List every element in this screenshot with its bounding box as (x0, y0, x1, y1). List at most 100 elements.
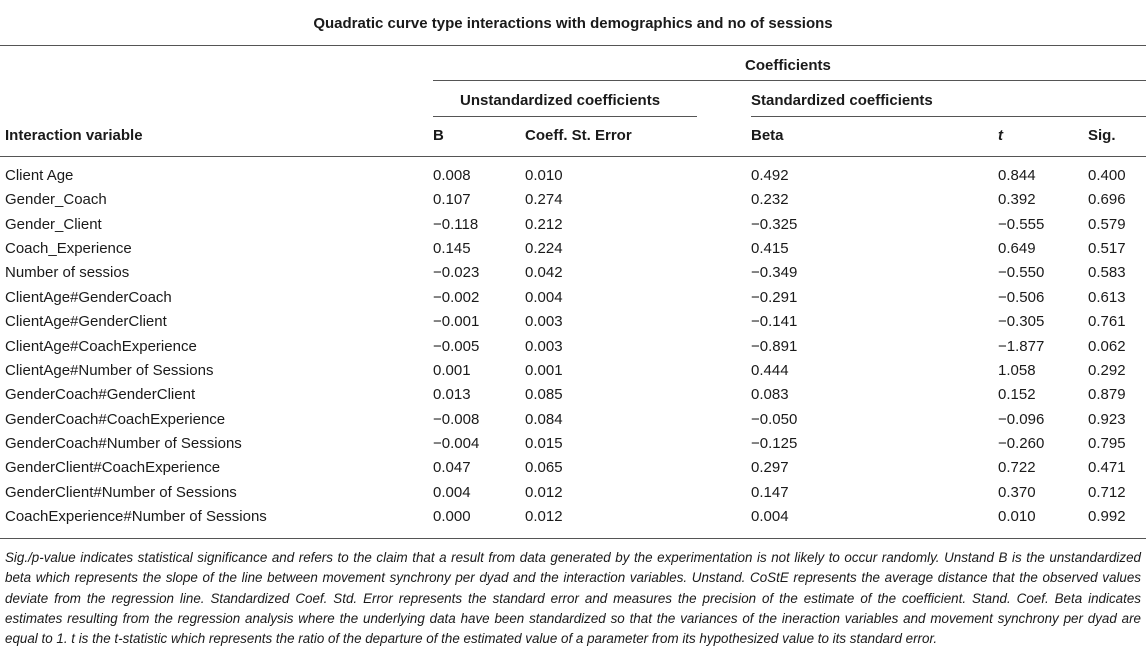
cell-std-error: 0.004 (525, 288, 563, 306)
cell-std-error: 0.212 (525, 215, 563, 233)
cell-t: −0.550 (998, 264, 1045, 282)
cell-beta: 0.083 (751, 386, 789, 404)
cell-beta: −0.291 (751, 288, 798, 306)
cell-t: −1.877 (998, 337, 1045, 355)
cell-std-error: 0.084 (525, 410, 563, 428)
cell-std-error: 0.224 (525, 240, 563, 258)
cell-b: 0.047 (433, 459, 471, 477)
cell-beta: 0.297 (751, 459, 789, 477)
cell-t: −0.555 (998, 215, 1045, 233)
column-header-b: B (433, 127, 444, 144)
cell-sig: 0.292 (1088, 361, 1126, 379)
cell-beta: −0.050 (751, 410, 798, 428)
cell-variable: Gender_Coach (5, 191, 107, 209)
cell-std-error: 0.085 (525, 386, 563, 404)
cell-t: −0.096 (998, 410, 1045, 428)
cell-t: 0.649 (998, 240, 1036, 258)
cell-variable: Gender_Client (5, 215, 102, 233)
standardized-header: Standardized coefficients (751, 92, 933, 109)
cell-b: 0.013 (433, 386, 471, 404)
cell-b: 0.107 (433, 191, 471, 209)
cell-sig: 0.062 (1088, 337, 1126, 355)
cell-b: −0.001 (433, 313, 480, 331)
table-row: ClientAge#GenderClient −0.001 0.003 −0.141 −… (0, 313, 1146, 337)
table-row: CoachExperience#Number of Sessions 0.000 0… (0, 508, 1146, 532)
table-row: ClientAge#CoachExperience −0.005 0.003 −0.8… (0, 338, 1146, 362)
cell-sig: 0.761 (1088, 313, 1126, 331)
cell-t: −0.506 (998, 288, 1045, 306)
cell-std-error: 0.012 (525, 507, 563, 525)
cell-t: 0.152 (998, 386, 1036, 404)
cell-t: 0.010 (998, 507, 1036, 525)
table-row: Gender_Coach 0.107 0.274 0.232 0.392 0.696 (0, 191, 1146, 215)
cell-sig: 0.583 (1088, 264, 1126, 282)
cell-std-error: 0.015 (525, 434, 563, 452)
cell-b: 0.001 (433, 361, 471, 379)
table-row: Coach_Experience 0.145 0.224 0.415 0.649 0.51… (0, 240, 1146, 264)
cell-variable: Coach_Experience (5, 240, 132, 258)
coefficients-rule (433, 80, 1146, 81)
cell-beta: 0.232 (751, 191, 789, 209)
table-row: GenderCoach#Number of Sessions −0.004 0.01… (0, 435, 1146, 459)
cell-beta: 0.147 (751, 483, 789, 501)
cell-b: 0.008 (433, 167, 471, 184)
table-row: Number of sessios −0.023 0.042 −0.349 −0.550… (0, 264, 1146, 288)
cell-sig: 0.613 (1088, 288, 1126, 306)
cell-std-error: 0.001 (525, 361, 563, 379)
cell-std-error: 0.042 (525, 264, 563, 282)
unstandardized-rule (433, 116, 697, 117)
cell-b: −0.002 (433, 288, 480, 306)
column-header-row: Interaction variable B Coeff. St. Error … (0, 127, 1146, 151)
cell-variable: GenderCoach#CoachExperience (5, 410, 226, 428)
table-title: Quadratic curve type interactions with d… (313, 15, 833, 32)
cell-beta: −0.891 (751, 337, 798, 355)
cell-variable: ClientAge#CoachExperience (5, 337, 197, 355)
column-header-std-error: Coeff. St. Error (525, 127, 632, 144)
cell-t: −0.260 (998, 434, 1045, 452)
table-row: ClientAge#Number of Sessions 0.001 0.001 0.… (0, 362, 1146, 386)
column-header-variable: Interaction variable (5, 127, 143, 144)
cell-variable: CoachExperience#Number of Sessions (5, 507, 267, 525)
table-row: Client Age 0.008 0.010 0.492 0.844 0.400 (0, 167, 1146, 191)
cell-b: −0.004 (433, 434, 480, 452)
cell-std-error: 0.003 (525, 337, 563, 355)
cell-sig: 0.579 (1088, 215, 1126, 233)
cell-sig: 0.879 (1088, 386, 1126, 404)
column-header-t: t (998, 127, 1003, 144)
column-header-beta: Beta (751, 127, 784, 144)
cell-variable: GenderClient#CoachExperience (5, 459, 221, 477)
cell-beta: −0.125 (751, 434, 798, 452)
cell-variable: ClientAge#GenderCoach (5, 288, 172, 306)
cell-variable: GenderCoach#Number of Sessions (5, 434, 242, 452)
cell-b: 0.145 (433, 240, 471, 258)
table-row: GenderClient#Number of Sessions 0.004 0.01… (0, 484, 1146, 508)
cell-t: 0.844 (998, 167, 1036, 184)
cell-sig: 0.696 (1088, 191, 1126, 209)
top-rule (0, 45, 1146, 46)
cell-b: 0.004 (433, 483, 471, 501)
column-header-sig: Sig. (1088, 127, 1116, 144)
cell-sig: 0.795 (1088, 434, 1126, 452)
unstandardized-header: Unstandardized coefficients (460, 92, 661, 109)
table-footnote: Sig./p-value indicates statistical signi… (5, 550, 1141, 647)
cell-beta: 0.415 (751, 240, 789, 258)
cell-t: 0.722 (998, 459, 1036, 477)
cell-variable: ClientAge#Number of Sessions (5, 361, 214, 379)
cell-b: 0.000 (433, 507, 471, 525)
table-row: GenderCoach#GenderClient 0.013 0.085 0.083 0… (0, 386, 1146, 410)
cell-sig: 0.471 (1088, 459, 1126, 477)
cell-variable: Number of sessios (5, 264, 130, 282)
cell-beta: −0.349 (751, 264, 798, 282)
cell-variable: GenderCoach#GenderClient (5, 386, 196, 404)
cell-b: −0.023 (433, 264, 480, 282)
table-row: Gender_Client −0.118 0.212 −0.325 −0.555 0.57… (0, 216, 1146, 240)
cell-sig: 0.712 (1088, 483, 1126, 501)
cell-t: 1.058 (998, 361, 1036, 379)
cell-t: −0.305 (998, 313, 1045, 331)
cell-std-error: 0.012 (525, 483, 563, 501)
cell-beta: 0.444 (751, 361, 789, 379)
cell-t: 0.392 (998, 191, 1036, 209)
cell-std-error: 0.010 (525, 167, 563, 184)
cell-sig: 0.517 (1088, 240, 1126, 258)
cell-sig: 0.992 (1088, 507, 1126, 525)
